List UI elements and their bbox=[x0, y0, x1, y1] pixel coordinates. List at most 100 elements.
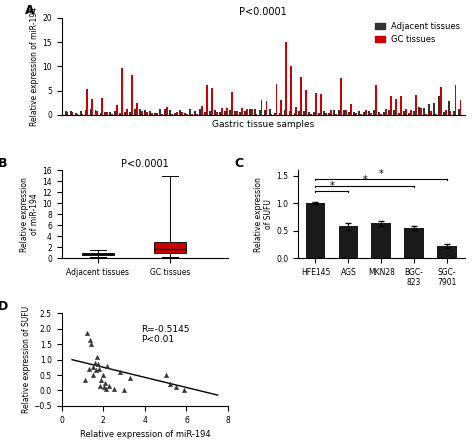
Bar bbox=[100, 113, 101, 115]
Title: P<0.0001: P<0.0001 bbox=[239, 7, 287, 17]
Bar bbox=[378, 112, 380, 115]
Point bbox=[104, 362, 111, 369]
Bar bbox=[94, 110, 96, 115]
Bar bbox=[385, 109, 387, 115]
Bar bbox=[375, 85, 377, 115]
Bar bbox=[90, 109, 91, 115]
Bar bbox=[179, 110, 181, 115]
Point bbox=[110, 385, 118, 392]
Bar bbox=[355, 113, 357, 115]
Bar bbox=[273, 113, 275, 115]
Point bbox=[97, 376, 105, 383]
Bar bbox=[219, 112, 221, 115]
Bar bbox=[224, 111, 226, 115]
Bar bbox=[194, 111, 196, 115]
PathPatch shape bbox=[82, 252, 114, 255]
Point bbox=[89, 364, 97, 371]
Bar bbox=[91, 99, 93, 115]
Point bbox=[92, 367, 100, 374]
Point bbox=[87, 341, 94, 348]
Bar bbox=[458, 109, 460, 115]
Bar bbox=[323, 111, 325, 115]
Bar bbox=[440, 87, 442, 115]
Point bbox=[96, 382, 104, 389]
Bar bbox=[156, 113, 158, 115]
Text: R=-0.5145
P<0.01: R=-0.5145 P<0.01 bbox=[142, 325, 190, 344]
Bar bbox=[181, 112, 183, 115]
Text: A: A bbox=[26, 4, 35, 17]
Bar bbox=[383, 112, 385, 115]
Bar bbox=[306, 203, 325, 258]
Bar bbox=[84, 110, 86, 115]
Bar bbox=[348, 112, 350, 115]
Bar bbox=[251, 109, 253, 115]
Bar bbox=[395, 99, 397, 115]
Point bbox=[172, 384, 180, 391]
Bar bbox=[154, 113, 156, 115]
Bar bbox=[420, 108, 422, 115]
Bar bbox=[372, 223, 391, 258]
Bar bbox=[455, 85, 456, 115]
Point bbox=[100, 384, 108, 391]
Bar bbox=[239, 112, 241, 115]
Bar bbox=[65, 111, 66, 115]
Bar bbox=[144, 110, 146, 115]
Point bbox=[89, 372, 97, 379]
Bar bbox=[413, 111, 415, 115]
Bar bbox=[380, 114, 382, 115]
Bar bbox=[226, 108, 228, 115]
Text: *: * bbox=[329, 181, 334, 190]
Bar bbox=[363, 112, 365, 115]
Bar bbox=[368, 111, 370, 115]
Bar bbox=[111, 114, 113, 115]
Bar bbox=[72, 112, 73, 115]
Legend: Adjacent tissues, GC tissues: Adjacent tissues, GC tissues bbox=[374, 22, 460, 44]
Bar bbox=[264, 110, 265, 115]
Bar bbox=[305, 90, 307, 115]
Bar bbox=[428, 104, 430, 115]
Bar bbox=[333, 110, 335, 115]
Bar bbox=[86, 89, 88, 115]
Text: C: C bbox=[235, 157, 244, 170]
Bar bbox=[338, 110, 340, 115]
Y-axis label: Relative expression of SUFU: Relative expression of SUFU bbox=[22, 306, 31, 413]
Bar bbox=[400, 96, 402, 115]
Bar bbox=[184, 113, 186, 115]
Bar bbox=[448, 101, 450, 115]
Bar bbox=[261, 100, 263, 115]
Bar bbox=[124, 112, 126, 115]
Bar bbox=[443, 112, 445, 115]
Bar bbox=[404, 228, 424, 258]
Bar bbox=[275, 84, 277, 115]
Bar bbox=[437, 246, 457, 258]
Bar bbox=[319, 112, 320, 115]
Bar bbox=[358, 111, 360, 115]
Bar bbox=[161, 114, 163, 115]
Bar bbox=[430, 112, 432, 115]
Bar bbox=[335, 114, 337, 115]
Bar bbox=[415, 95, 417, 115]
Bar bbox=[106, 112, 108, 115]
Bar bbox=[216, 112, 218, 115]
Bar bbox=[271, 114, 273, 115]
Bar bbox=[453, 111, 455, 115]
Bar bbox=[299, 111, 301, 115]
Bar bbox=[104, 112, 106, 115]
Bar bbox=[390, 96, 392, 115]
Bar bbox=[121, 68, 123, 115]
Bar bbox=[435, 114, 437, 115]
Bar bbox=[199, 109, 201, 115]
Point bbox=[93, 353, 101, 360]
Bar bbox=[425, 114, 427, 115]
Point bbox=[81, 376, 88, 383]
Point bbox=[106, 382, 113, 389]
Point bbox=[120, 387, 128, 394]
Text: *: * bbox=[379, 169, 383, 178]
Bar bbox=[254, 109, 255, 115]
Bar bbox=[423, 108, 425, 115]
Bar bbox=[309, 112, 310, 115]
Bar bbox=[234, 111, 236, 115]
Bar bbox=[116, 104, 118, 115]
Bar bbox=[289, 111, 291, 115]
Bar bbox=[418, 107, 420, 115]
